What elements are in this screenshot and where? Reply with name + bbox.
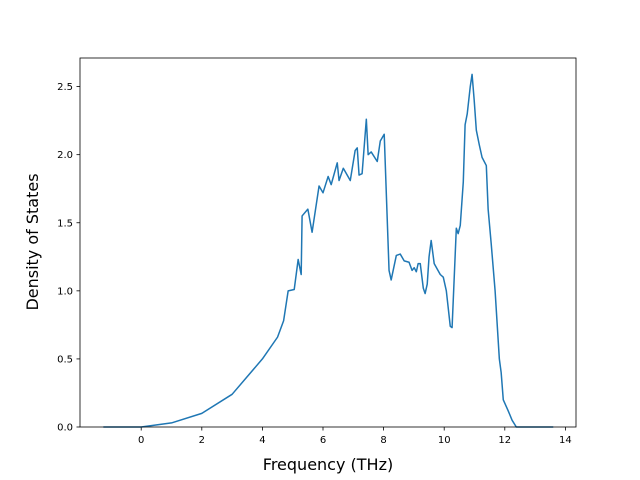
y-tick-label: 0.5 [57, 354, 73, 365]
x-axis-label: Frequency (THz) [263, 455, 393, 474]
line [103, 73, 554, 428]
x-tick-label: 12 [498, 435, 511, 446]
x-tick-label: 6 [320, 435, 326, 446]
x-tick-label: 0 [138, 435, 144, 446]
x-tick-label: 2 [199, 435, 205, 446]
y-tick-label: 2.0 [57, 150, 73, 161]
y-tick-label: 1.5 [57, 218, 73, 229]
x-tick-label: 14 [559, 435, 572, 446]
y-tick-label: 0.0 [57, 423, 73, 434]
x-tick-label: 4 [259, 435, 265, 446]
y-tick-label: 1.0 [57, 286, 73, 297]
x-tick-label: 8 [380, 435, 386, 446]
plot-frame [79, 57, 577, 428]
y-tick-label: 2.5 [57, 82, 73, 93]
x-tick-label: 10 [438, 435, 451, 446]
y-axis-label: Density of States [23, 173, 42, 310]
